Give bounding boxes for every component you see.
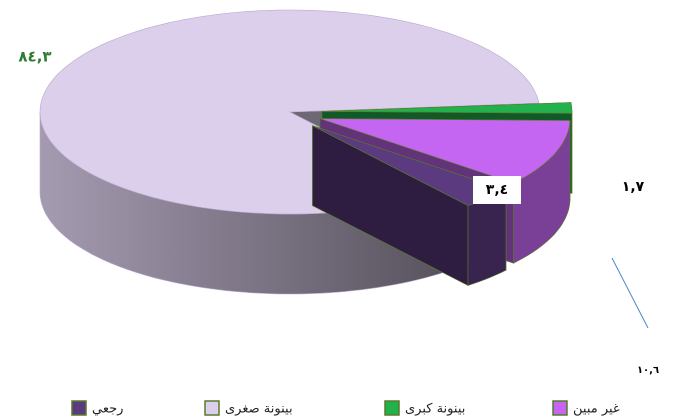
legend-label: غير مبين xyxy=(573,402,620,417)
label-box xyxy=(473,176,521,204)
slice-side xyxy=(467,189,507,286)
data-label: ١٠,٦ xyxy=(637,365,659,376)
slice-top xyxy=(319,118,571,184)
slice-top xyxy=(39,9,540,215)
legend-swatch xyxy=(384,400,400,416)
leader-line xyxy=(611,257,649,329)
legend-label: بينونة كبرى xyxy=(405,402,465,417)
legend-swatch xyxy=(204,400,220,416)
legend-swatch xyxy=(71,400,87,416)
legend-swatch xyxy=(552,400,568,416)
legend-label: رجعي xyxy=(92,402,123,417)
legend-label: بينونة صغرى xyxy=(225,402,293,417)
data-label: ٣,٤ xyxy=(486,182,508,198)
data-label: ٨٤,٣ xyxy=(18,48,51,66)
data-label: ١,٧ xyxy=(622,179,645,195)
label-box xyxy=(609,173,657,201)
slice-top xyxy=(321,102,573,114)
pie-slice xyxy=(312,125,507,286)
